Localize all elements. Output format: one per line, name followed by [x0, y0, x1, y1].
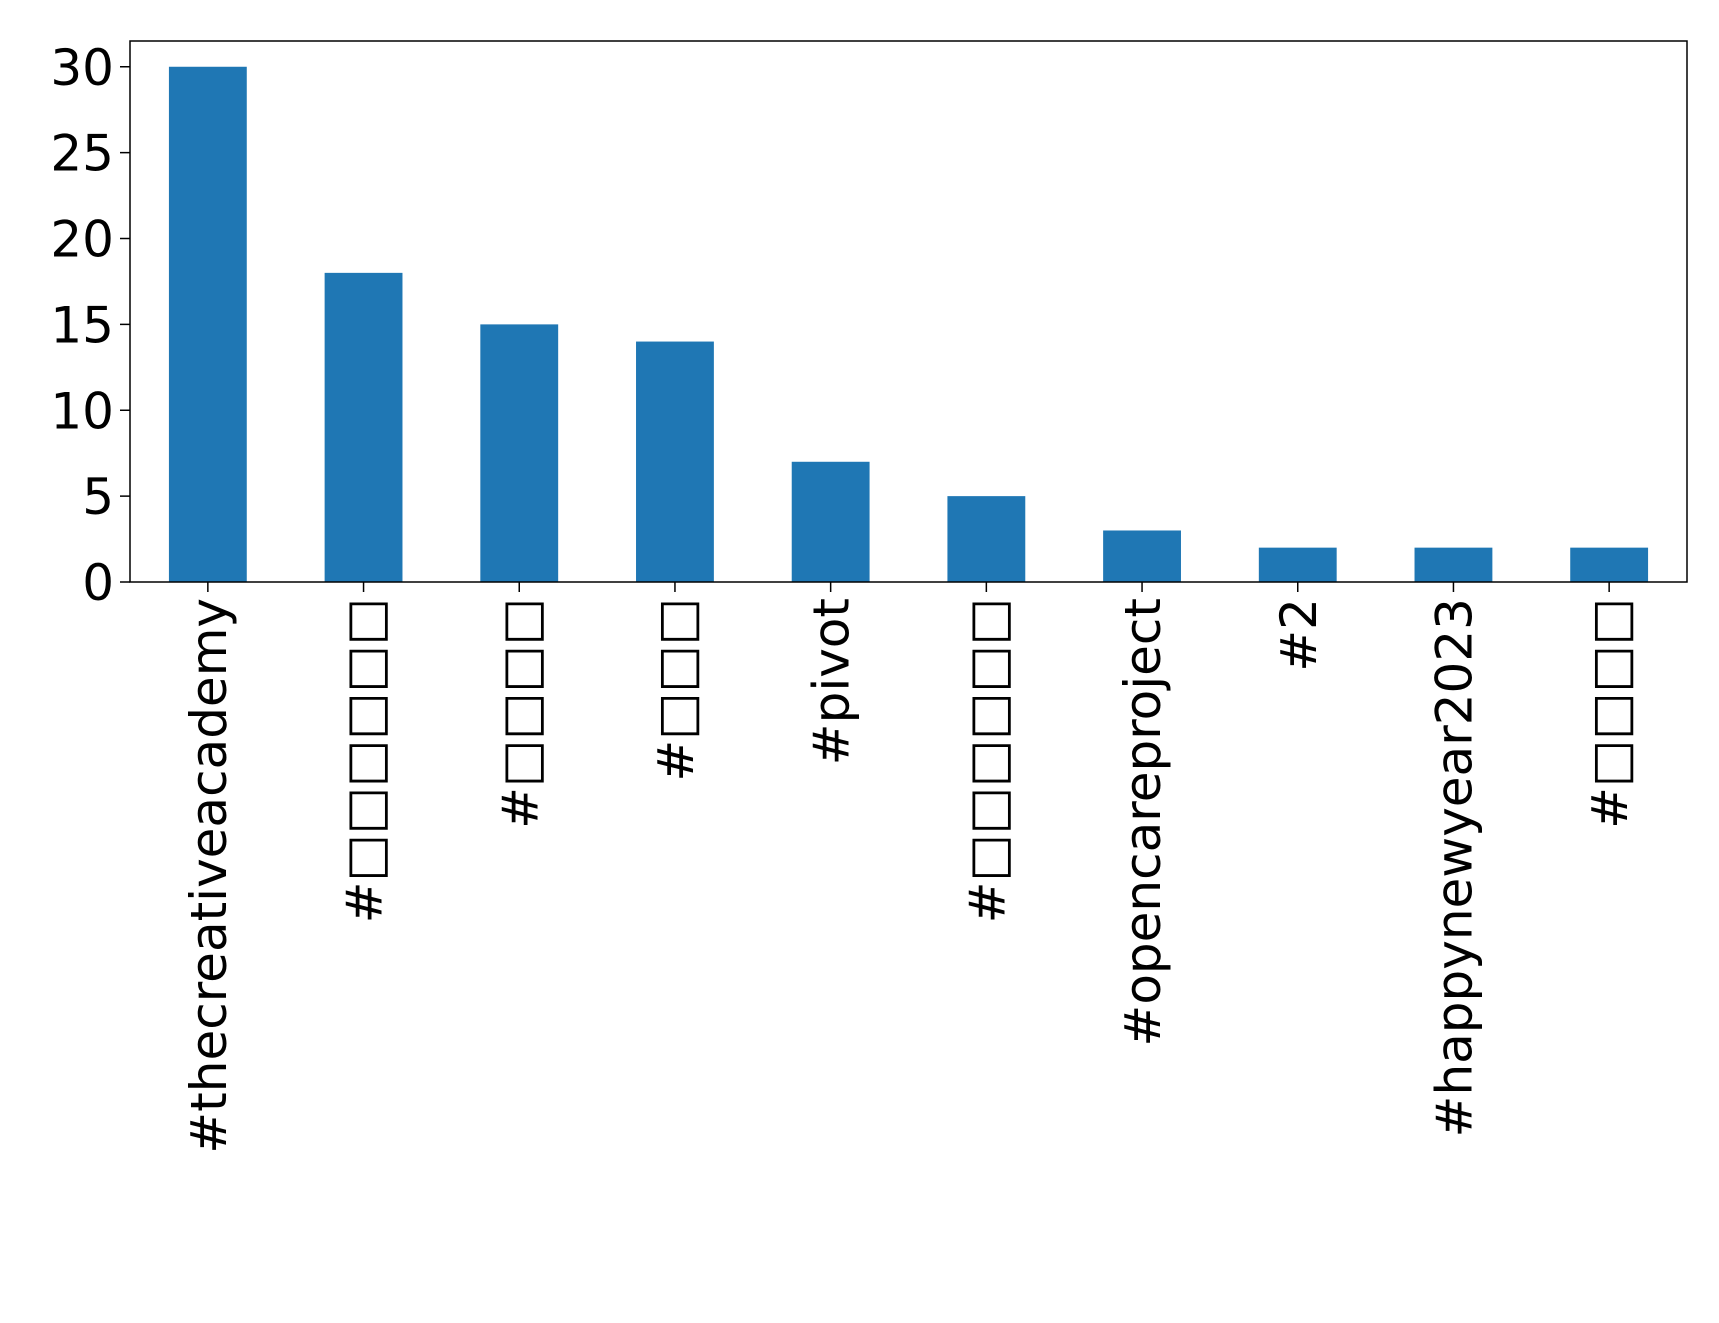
y-tick-label: 20	[50, 211, 114, 269]
x-tick-label: #pivot	[803, 598, 861, 765]
y-tick-label: 0	[82, 554, 114, 612]
bar	[1414, 547, 1493, 582]
bar	[636, 341, 714, 582]
x-tick-label: #□□□□	[1581, 598, 1639, 829]
y-tick-label: 15	[50, 296, 114, 354]
bar	[480, 324, 559, 582]
bar	[1258, 547, 1337, 582]
bar	[947, 496, 1026, 582]
bar	[168, 66, 247, 582]
y-tick-label: 25	[50, 125, 114, 183]
x-tick-label: #□□□□□□	[958, 598, 1016, 923]
x-tick-label: #thecreativeacademy	[180, 598, 238, 1154]
x-tick-label: #2	[1270, 598, 1328, 672]
x-tick-label: #□□□	[647, 598, 705, 782]
bar	[791, 461, 870, 582]
bar	[1103, 530, 1181, 582]
bar	[1570, 547, 1649, 582]
x-tick-label: #□□□□	[491, 598, 549, 829]
plot-frame	[129, 40, 1688, 583]
y-tick-label: 10	[50, 382, 114, 440]
y-tick-label: 30	[50, 39, 114, 97]
x-tick-label: #□□□□□□	[336, 598, 394, 923]
bar	[324, 272, 403, 582]
x-tick-label: #opencareproject	[1114, 598, 1172, 1047]
y-tick-label: 5	[82, 468, 114, 526]
x-tick-label: #happynewyear2023	[1425, 598, 1483, 1137]
